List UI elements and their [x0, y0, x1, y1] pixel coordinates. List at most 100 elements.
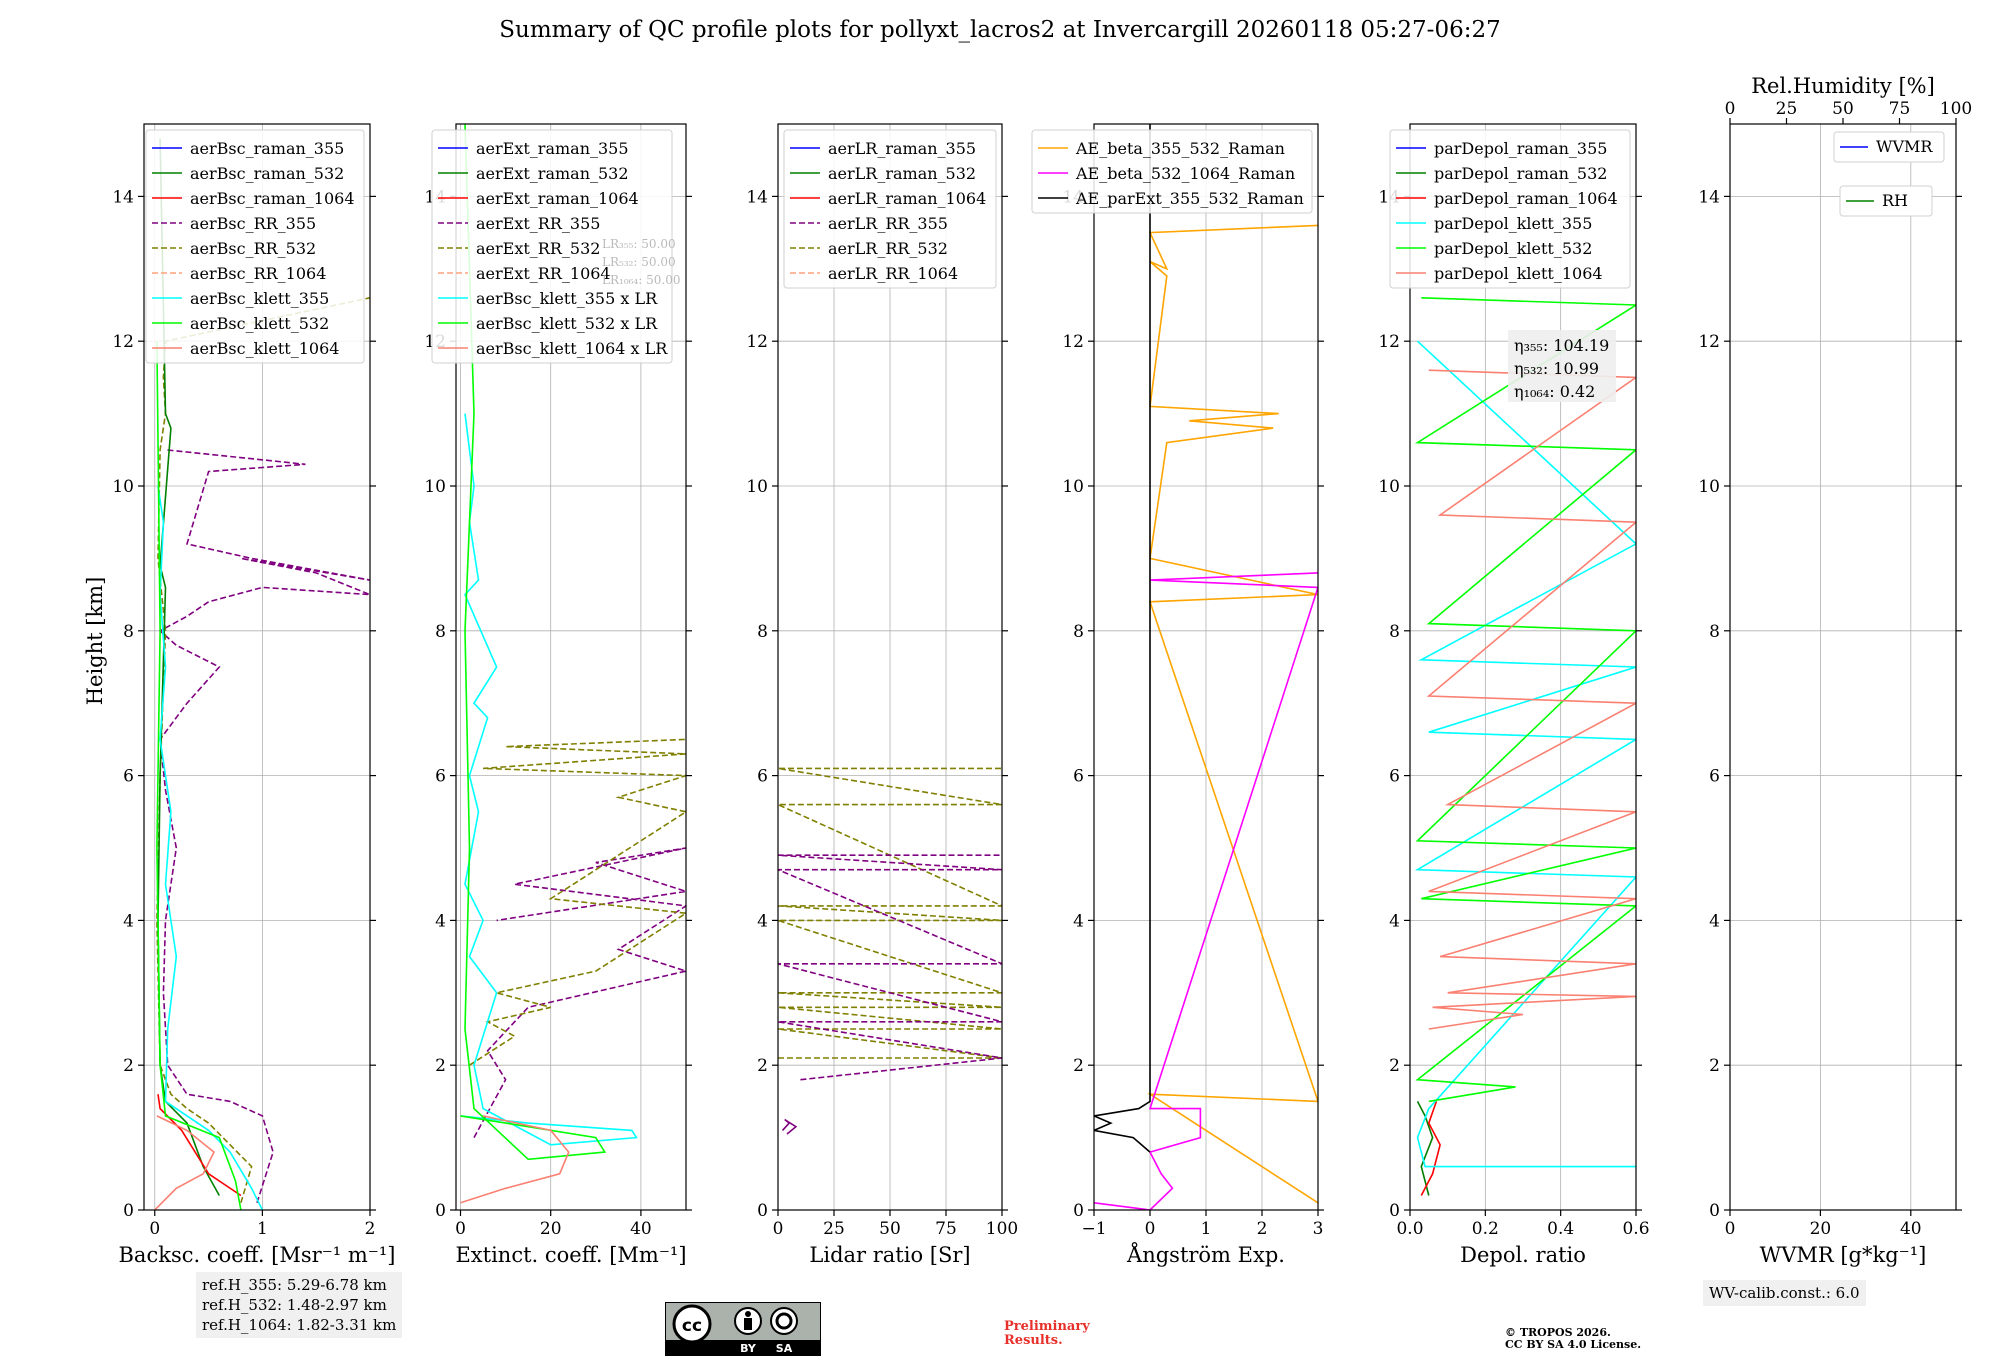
legend-label: AE_beta_355_532_Raman — [1075, 139, 1285, 158]
axes-frame — [1409, 123, 1637, 1211]
x-tick-label: 0.2 — [1472, 1219, 1499, 1239]
legend-label: parDepol_raman_355 — [1434, 139, 1607, 158]
y-tick-label: 10 — [1378, 477, 1400, 497]
x-tick-label: 0.0 — [1396, 1219, 1423, 1239]
y-tick-label: 14 — [1698, 187, 1720, 207]
cc-text: cc — [682, 1316, 702, 1336]
series-line-aerBsc_klett_1064 — [154, 1115, 216, 1210]
y-tick-label: 12 — [1698, 332, 1720, 352]
lr-note: LR₁₀₆₄: 50.00 — [602, 273, 680, 287]
legend-label: AE_parExt_355_532_Raman — [1075, 189, 1304, 208]
wv-calib-box: WV-calib.const.: 6.0 — [1703, 1280, 1866, 1306]
eta-note: η₃₅₅: 104.19 — [1514, 336, 1609, 355]
x-axis-label: Lidar ratio [Sr] — [809, 1243, 970, 1267]
axes-frame — [455, 123, 687, 1211]
eta-note: η₅₃₂: 10.99 — [1514, 359, 1599, 378]
series-line-parDepol_klett_1064 — [1426, 369, 1636, 1030]
copyright-line1: © TROPOS 2026. — [1505, 1326, 1611, 1339]
y-tick-label: 4 — [1389, 911, 1400, 931]
y-tick-label: 6 — [757, 767, 768, 787]
x-tick-label: 20 — [540, 1219, 562, 1239]
series-group — [460, 124, 686, 1204]
y-tick-label: 2 — [1709, 1056, 1720, 1076]
y-tick-label: 6 — [1709, 767, 1720, 787]
y-tick-label: 14 — [746, 187, 768, 207]
legend-box — [145, 129, 365, 364]
y-tick-label: 6 — [1073, 767, 1084, 787]
y-tick-label: 4 — [435, 911, 446, 931]
legend-label: aerBsc_RR_1064 — [190, 264, 326, 283]
y-tick-label: 14 — [112, 187, 134, 207]
eta-note: η₁₀₆₄: 0.42 — [1514, 382, 1595, 401]
x-tick-label: 0 — [149, 1219, 160, 1239]
y-tick-label: 6 — [123, 767, 134, 787]
legend-label: parDepol_klett_355 — [1434, 214, 1592, 233]
ref-heights-box: ref.H_355: 5.29-6.78 km ref.H_532: 1.48-… — [196, 1272, 403, 1338]
legend-label: aerBsc_raman_1064 — [190, 189, 355, 208]
top-x-tick-label: 0 — [1725, 99, 1736, 119]
top-x-tick-label: 75 — [1889, 99, 1911, 119]
legend-label: aerBsc_klett_355 x LR — [476, 289, 658, 308]
x-tick-label: 0.6 — [1622, 1219, 1649, 1239]
series-line-aerLR_RR_355 — [778, 854, 1002, 1081]
figure-title: Summary of QC profile plots for pollyxt_… — [499, 17, 1500, 43]
y-tick-label: 12 — [1062, 332, 1084, 352]
x-tick-label: 75 — [935, 1219, 957, 1239]
series-line-aerBsc_RR_355 — [158, 449, 370, 1204]
y-tick-label: 6 — [435, 767, 446, 787]
legend-label: aerExt_RR_1064 — [476, 264, 611, 283]
series-line-parDepol_klett_532 — [1414, 297, 1636, 1103]
y-tick-label: 8 — [1389, 622, 1400, 642]
ref-height-532: ref.H_532: 1.48-2.97 km — [202, 1296, 387, 1314]
top-axis-label: Rel.Humidity [%] — [1751, 74, 1935, 98]
y-tick-label: 2 — [1389, 1056, 1400, 1076]
copyright-line2: CC BY SA 4.0 License. — [1505, 1338, 1642, 1351]
y-tick-label: 4 — [1709, 911, 1720, 931]
x-tick-label: 0 — [1725, 1219, 1736, 1239]
ref-height-1064: ref.H_1064: 1.82-3.31 km — [202, 1316, 397, 1334]
y-tick-label: 10 — [424, 477, 446, 497]
x-axis-label: WVMR [g*kg⁻¹] — [1760, 1243, 1927, 1267]
lr-note: LR₃₅₅: 50.00 — [602, 237, 676, 251]
x-tick-label: 0 — [1145, 1219, 1156, 1239]
y-tick-label: 0 — [123, 1201, 134, 1221]
x-tick-label: 40 — [1900, 1219, 1922, 1239]
axes-frame — [1729, 123, 1957, 1211]
series-group — [1414, 297, 1636, 1196]
preliminary-line2: Results. — [1004, 1333, 1063, 1348]
series-line-aerLR_raman_355 — [781, 1118, 798, 1135]
y-tick-label: 2 — [435, 1056, 446, 1076]
lr-note: LR₅₃₂: 50.00 — [602, 255, 676, 269]
y-tick-label: 4 — [1073, 911, 1084, 931]
legend-label: aerLR_RR_532 — [828, 239, 948, 258]
y-tick-label: 12 — [112, 332, 134, 352]
y-tick-label: 2 — [757, 1056, 768, 1076]
legend-label: aerLR_RR_355 — [828, 214, 948, 233]
series-line-aerExt_RR_532 — [469, 738, 686, 1066]
series-line-aerBsc_raman_1064 — [157, 1094, 242, 1197]
top-x-tick-label: 100 — [1940, 99, 1972, 119]
series-line-aerLR_RR_532 — [778, 767, 1002, 1059]
y-tick-label: 4 — [757, 911, 768, 931]
top-x-tick-label: 25 — [1776, 99, 1798, 119]
x-axis-label: Ångström Exp. — [1126, 1242, 1285, 1267]
series-line-aerBsc_klett_532 — [156, 341, 242, 1210]
share-alike-icon — [770, 1307, 798, 1335]
legend-label: parDepol_raman_1064 — [1434, 189, 1618, 208]
series-line-aerExt_RR_355 — [473, 847, 686, 1138]
x-tick-label: 3 — [1313, 1219, 1324, 1239]
legend-label: AE_beta_532_1064_Raman — [1075, 164, 1295, 183]
x-tick-label: 0 — [773, 1219, 784, 1239]
series-line-aerBsc_raman_532 — [157, 138, 220, 1196]
cc-icon — [672, 1304, 712, 1344]
x-tick-label: 50 — [879, 1219, 901, 1239]
legend-box — [1389, 129, 1631, 289]
cc-license-badge: cc BY SA — [665, 1302, 821, 1356]
x-axis-label: Depol. ratio — [1460, 1243, 1586, 1267]
legend-label: aerBsc_raman_355 — [190, 139, 344, 158]
